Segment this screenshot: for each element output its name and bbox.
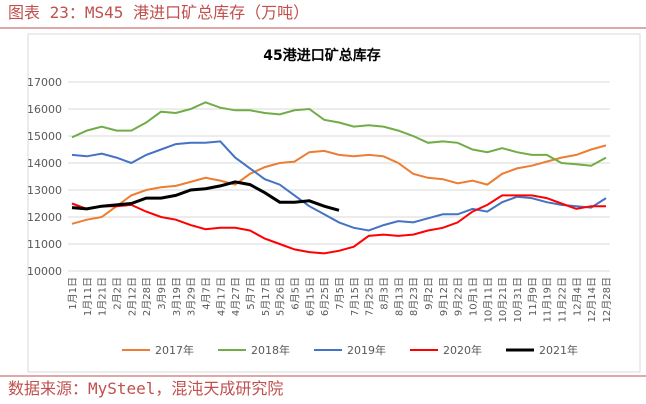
x-tick-label: 7月15日	[349, 277, 361, 316]
legend-label: 2020年	[443, 343, 482, 357]
series-line	[71, 140, 607, 232]
series-line	[71, 194, 606, 255]
x-tick-label: 6月15日	[304, 277, 316, 316]
x-tick-label: 2月28日	[141, 277, 153, 316]
x-tick-label: 2月12日	[126, 277, 138, 316]
y-tick-label: 11000	[27, 238, 62, 251]
x-tick-label: 6月5日	[290, 277, 302, 310]
y-tick-label: 13000	[27, 184, 62, 197]
x-tick-label: 12月4日	[571, 277, 583, 316]
x-tick-label: 8月23日	[408, 277, 420, 316]
footer: 数据来源：MySteel，混沌天成研究院	[8, 379, 283, 398]
x-tick-label: 1月21日	[97, 277, 109, 316]
y-tick-label: 10000	[27, 265, 62, 278]
x-tick-label: 7月25日	[364, 277, 376, 316]
x-tick-label: 11月9日	[527, 277, 539, 316]
x-tick-label: 1月11日	[82, 277, 94, 316]
x-tick-label: 6月25日	[319, 277, 331, 316]
x-tick-label: 8月3日	[379, 277, 391, 310]
legend-label: 2017年	[155, 343, 194, 357]
x-tick-label: 5月7日	[245, 277, 257, 310]
y-tick-label: 16000	[27, 103, 62, 116]
x-tick-label: 10月21日	[497, 277, 509, 322]
header: 图表 23：MS45 港进口矿总库存（万吨）	[8, 3, 309, 22]
legend-label: 2021年	[539, 343, 578, 357]
chart-title: 45港进口矿总库存	[263, 47, 380, 64]
legend-label: 2018年	[251, 343, 290, 357]
y-tick-label: 14000	[27, 157, 62, 170]
x-tick-label: 12月14日	[586, 277, 598, 322]
x-tick-label: 12月28日	[601, 277, 613, 322]
x-tick-label: 10月1日	[468, 277, 480, 316]
x-tick-label: 4月17日	[215, 277, 227, 316]
x-tick-label: 7月5日	[334, 277, 346, 310]
x-tick-label: 11月19日	[542, 277, 554, 322]
x-tick-label: 3月29日	[186, 277, 198, 316]
x-tick-label: 4月27日	[230, 277, 242, 316]
x-tick-label: 3月9日	[156, 277, 168, 310]
series-line	[71, 101, 607, 167]
x-tick-label: 5月17日	[260, 277, 272, 316]
x-tick-label: 9月22日	[453, 277, 465, 316]
x-tick-label: 10月11日	[482, 277, 494, 322]
y-tick-label: 15000	[27, 130, 62, 143]
x-tick-label: 1月1日	[67, 277, 79, 310]
y-tick-label: 12000	[27, 211, 62, 224]
x-tick-label: 9月2日	[423, 277, 435, 310]
x-tick-label: 5月26日	[275, 277, 287, 316]
series-line	[71, 180, 340, 212]
x-tick-label: 2月2日	[112, 277, 124, 310]
x-tick-label: 8月13日	[393, 277, 405, 316]
x-tick-label: 10月31日	[512, 277, 524, 322]
x-tick-label: 3月19日	[171, 277, 183, 316]
x-tick-label: 11月22日	[557, 277, 569, 322]
x-tick-label: 4月7日	[201, 277, 213, 310]
x-tick-label: 9月12日	[438, 277, 450, 316]
series-line	[71, 144, 607, 225]
y-tick-label: 17000	[27, 76, 62, 89]
legend-label: 2019年	[347, 343, 386, 357]
